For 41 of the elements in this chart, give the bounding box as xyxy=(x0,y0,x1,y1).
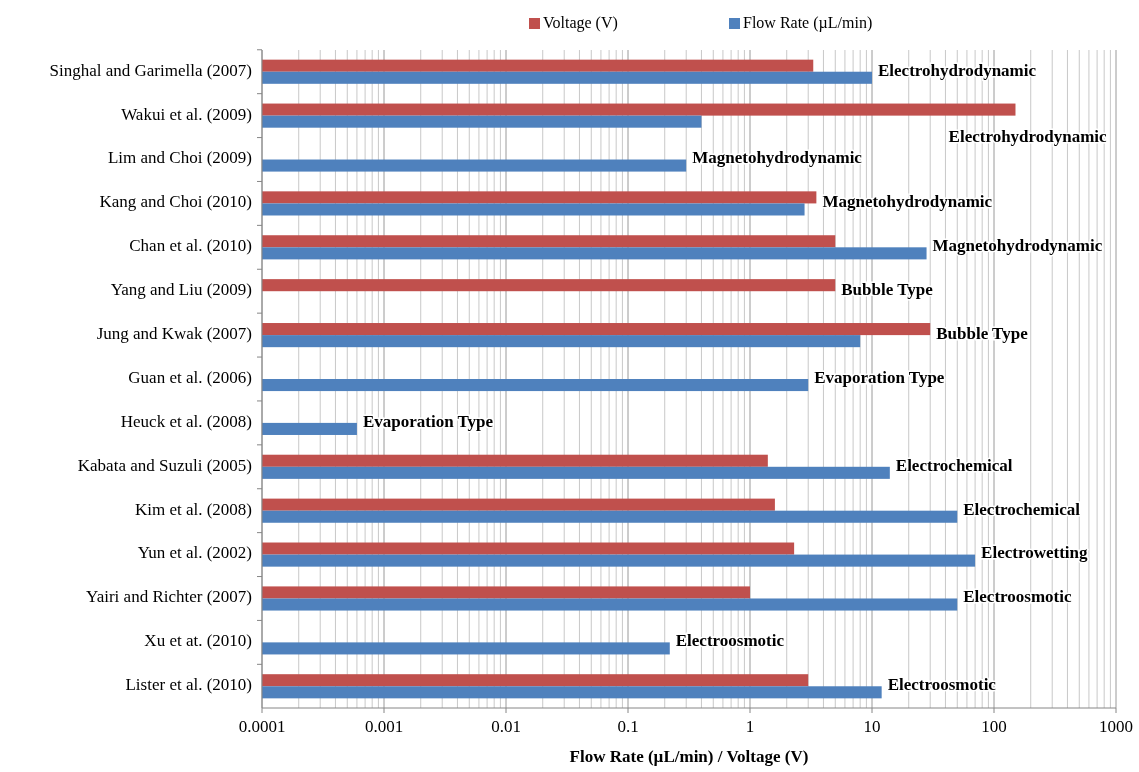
annotation: Magnetohydrodynamic xyxy=(822,192,993,212)
x-tick-label: 0.001 xyxy=(364,717,404,736)
y-tick-label: Singhal and Garimella (2007) xyxy=(49,60,252,80)
annotation: Magnetohydrodynamic xyxy=(692,148,863,168)
annotation: Electrochemical xyxy=(963,499,1081,519)
y-tick-label: Kabata and Suzuli (2005) xyxy=(77,455,252,475)
annotation: Bubble Type xyxy=(936,324,1029,344)
x-tick-label: 0.0001 xyxy=(238,717,286,736)
legend-label: Flow Rate (µL/min) xyxy=(743,13,873,32)
annotation: Evaporation Type xyxy=(814,367,945,387)
x-tick-label: 100 xyxy=(981,717,1007,736)
y-tick-label: Wakui et al. (2009) xyxy=(121,104,252,124)
annotation: Magnetohydrodynamic xyxy=(932,236,1103,256)
y-tick-label: Heuck et al. (2008) xyxy=(120,411,252,431)
y-tick-label: Yun et al. (2002) xyxy=(137,543,252,563)
y-tick-label: Xu et at. (2010) xyxy=(144,631,252,651)
y-tick-label: Yang and Liu (2009) xyxy=(110,280,252,300)
y-tick-label: Guan et al. (2006) xyxy=(128,367,252,387)
annotation: Bubble Type xyxy=(841,280,934,300)
x-axis-title: Flow Rate (µL/min) / Voltage (V) xyxy=(569,747,809,766)
x-tick-label: 0.01 xyxy=(491,717,521,736)
annotation: Electrohydrodynamic xyxy=(948,126,1108,146)
annotation: Electroosmotic xyxy=(963,587,1072,607)
annotation: Evaporation Type xyxy=(362,411,494,431)
annotation: Electroosmotic xyxy=(675,631,785,651)
y-tick-label: Lim and Choi (2009) xyxy=(107,148,252,168)
annotation: Electrochemical xyxy=(895,455,1013,475)
x-tick-label: 1 xyxy=(745,717,755,736)
y-tick-label: Kang and Choi (2010) xyxy=(99,192,252,212)
annotation: Electrohydrodynamic xyxy=(878,60,1037,80)
y-tick-label: Kim et al. (2008) xyxy=(134,499,252,519)
annotation: Electrowetting xyxy=(981,543,1088,563)
x-tick-label: 10 xyxy=(863,717,881,736)
x-tick-label: 0.1 xyxy=(617,717,639,736)
y-tick-label: Yairi and Richter (2007) xyxy=(86,587,252,607)
y-tick-label: Chan et al. (2010) xyxy=(129,236,252,256)
x-tick-label: 1000 xyxy=(1099,717,1133,736)
y-tick-label: Jung and Kwak (2007) xyxy=(96,324,252,344)
y-tick-label: Lister et al. (2010) xyxy=(125,675,252,695)
annotation: Electroosmotic xyxy=(887,675,997,695)
legend-label: Voltage (V) xyxy=(543,13,618,32)
